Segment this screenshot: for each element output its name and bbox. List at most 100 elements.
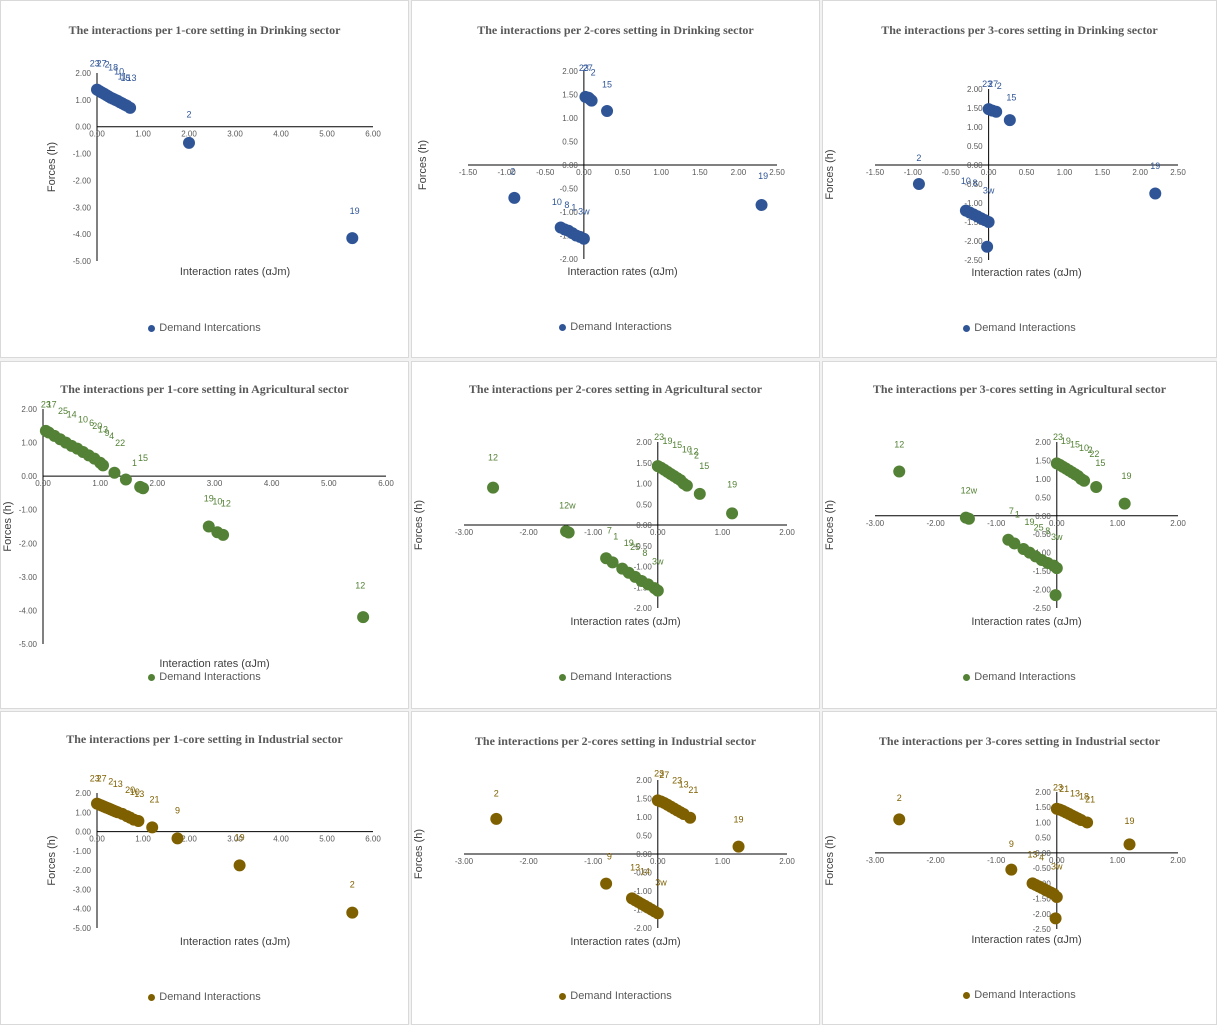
data-label: 2 (350, 880, 355, 890)
y-tick-label: -2.00 (560, 255, 579, 264)
scatter-plot: -1.50 -1.00 -0.50 0.00 0.50 1.00 1.50 2.00 2.50 2… (417, 63, 785, 278)
x-tick-label: 1.00 (715, 528, 731, 537)
y-tick-label: -2.00 (634, 604, 653, 613)
legend-marker (559, 992, 567, 1000)
legend: Demand Intercations (1, 322, 408, 334)
data-point (1003, 114, 1016, 127)
data-point (982, 216, 995, 228)
x-tick-label: 4.00 (264, 479, 280, 488)
data-point (137, 482, 150, 495)
data-label: 8 (972, 178, 977, 188)
data-label: 20 (125, 785, 135, 795)
x-tick-label: 0.00 (1049, 856, 1065, 865)
x-axis-title: Interaction rates (αJm) (180, 266, 290, 278)
y-tick-label: 2.00 (75, 789, 91, 798)
legend-marker (148, 324, 156, 332)
data-label: 3w (1051, 862, 1063, 872)
x-tick-label: 2.50 (769, 168, 785, 177)
y-tick-label: 1.00 (636, 480, 652, 489)
y-tick-label: -4.00 (73, 230, 92, 239)
y-tick-label: -0.50 (964, 180, 983, 189)
legend-label: Demand Interactions (974, 322, 1076, 335)
y-tick-label: 1.50 (562, 91, 578, 100)
data-label: 23 (1053, 432, 1063, 442)
chart-panel: The interactions per 3-cores setting in … (822, 711, 1217, 1025)
data-label: 19 (1061, 436, 1071, 446)
data-label: 3w (578, 206, 590, 216)
y-tick-label: 0.00 (636, 521, 652, 530)
data-point (1090, 481, 1103, 494)
data-label: 11 (118, 72, 127, 82)
x-tick-label: 0.00 (89, 130, 105, 139)
y-tick-label: 0.00 (75, 828, 91, 837)
legend: Demand Interactions (412, 990, 819, 1002)
y-tick-label: -1.50 (1033, 567, 1052, 576)
y-tick-label: -2.00 (1033, 910, 1052, 919)
data-label: 20 (92, 421, 102, 431)
y-tick-label: -5.00 (73, 924, 92, 933)
data-label: 27 (97, 773, 107, 783)
data-point (585, 94, 598, 107)
data-label: 2 (1088, 445, 1093, 455)
data-label: 23 (654, 432, 664, 442)
scatter-plot: 0.00 1.00 2.00 3.00 4.00 5.00 6.00 2.00 1.00 0.00… (2, 399, 394, 670)
chart-title: The interactions per 3-cores setting in … (878, 734, 1161, 748)
data-point (680, 479, 693, 492)
y-tick-label: -1.00 (19, 506, 38, 515)
y-axis-title: Forces (h) (413, 500, 425, 550)
data-point (732, 840, 745, 853)
legend-label: Demand Interactions (570, 990, 672, 1003)
data-point (562, 526, 575, 539)
y-tick-label: -1.00 (634, 887, 653, 896)
data-point (981, 240, 994, 253)
data-label: 3w (655, 877, 667, 887)
y-axis-title: Forces (h) (417, 140, 429, 190)
y-tick-label: 1.50 (1035, 803, 1051, 812)
x-tick-label: -1.00 (987, 856, 1006, 865)
y-tick-label: -5.00 (19, 640, 38, 649)
y-tick-label: -3.00 (19, 573, 38, 582)
x-tick-label: -1.00 (987, 519, 1006, 528)
data-label: 2 (897, 793, 902, 803)
x-tick-label: 1.00 (715, 857, 731, 866)
data-label: 2 (186, 109, 191, 119)
chart-title: The interactions per 2-cores setting in … (474, 734, 757, 748)
x-tick-label: 0.00 (981, 168, 997, 177)
data-label: 18 (108, 62, 118, 72)
data-label: 13 (679, 779, 689, 789)
data-point (119, 473, 132, 486)
data-label: 23 (982, 79, 992, 89)
data-label: 22 (115, 438, 125, 448)
x-tick-label: 1.00 (92, 479, 108, 488)
x-tick-label: -0.50 (942, 168, 961, 177)
chart-title: The interactions per 2-cores setting in … (468, 382, 763, 396)
data-label: 8 (1045, 526, 1050, 536)
x-tick-label: 0.00 (650, 528, 666, 537)
x-tick-label: 0.00 (35, 479, 51, 488)
data-label: 3w (983, 186, 995, 196)
y-tick-label: 0.50 (1035, 493, 1051, 502)
data-label: 14 (67, 409, 77, 419)
scatter-plot: -3.00 -2.00 -1.00 0.00 1.00 2.00 2.00 1.50 1.00 0… (413, 432, 795, 628)
legend-label: Demand Interactions (159, 671, 261, 684)
data-label: 12 (355, 581, 365, 591)
data-label: 17 (47, 399, 57, 409)
chart-title: The interactions per 1-core setting in I… (66, 732, 343, 746)
data-point (233, 859, 246, 872)
x-tick-label: 2.00 (779, 528, 795, 537)
data-label: 13 (113, 779, 123, 789)
data-point (893, 813, 906, 826)
y-tick-label: 1.50 (636, 459, 652, 468)
y-tick-label: 0.00 (562, 161, 578, 170)
y-tick-label: -1.00 (634, 563, 653, 572)
y-tick-label: 2.00 (967, 85, 983, 94)
data-label: 13 (134, 789, 144, 799)
y-tick-label: 2.00 (636, 438, 652, 447)
legend-marker (148, 993, 156, 1001)
data-point (600, 877, 613, 890)
chart-panel: The interactions per 3-cores setting in … (822, 0, 1217, 358)
data-label: 23 (672, 776, 682, 786)
y-tick-label: -4.00 (73, 905, 92, 914)
legend: Demand Interactions (412, 321, 819, 333)
y-tick-label: 1.00 (1035, 475, 1051, 484)
